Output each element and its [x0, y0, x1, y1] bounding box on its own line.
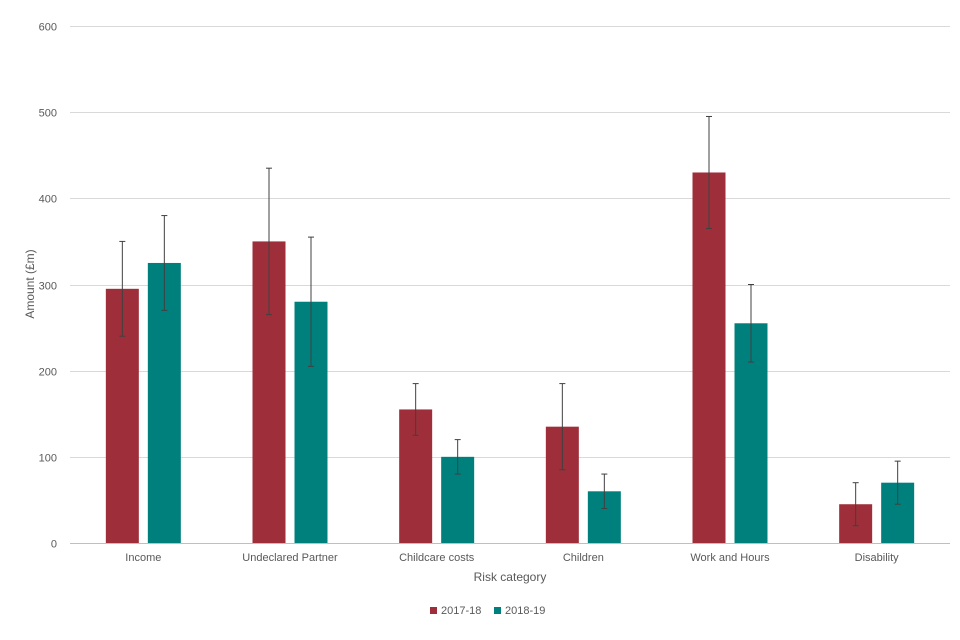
error-bars	[119, 115, 901, 527]
x-tick-label: Childcare costs	[399, 552, 475, 564]
y-axis-ticks: 0 100 200 300 400 500 600	[39, 22, 57, 551]
x-tick-label: Income	[125, 552, 161, 564]
y-tick-label: 200	[39, 367, 57, 379]
y-tick-label: 600	[39, 22, 57, 34]
y-tick-label: 500	[39, 108, 57, 120]
legend-label: 2017-18	[441, 605, 481, 617]
y-tick-label: 300	[39, 281, 57, 293]
legend: 2017-18 2018-19	[430, 605, 545, 617]
x-tick-label: Disability	[855, 552, 900, 564]
x-axis-ticks: Income Undeclared Partner Childcare costs C…	[125, 552, 899, 564]
x-tick-label: Undeclared Partner	[242, 552, 338, 564]
y-tick-label: 100	[39, 453, 57, 465]
y-tick-label: 0	[51, 539, 57, 551]
x-axis-title: Risk category	[474, 570, 547, 584]
bar-2017-18-work-and-hours	[692, 172, 726, 543]
gridlines	[70, 26, 950, 458]
legend-swatch	[430, 607, 437, 614]
bars	[105, 172, 915, 543]
y-tick-label: 400	[39, 194, 57, 206]
legend-label: 2018-19	[505, 605, 545, 617]
y-axis-title: Amount (£m)	[23, 249, 37, 318]
x-tick-label: Children	[563, 552, 604, 564]
x-tick-label: Work and Hours	[690, 552, 770, 564]
legend-swatch	[494, 607, 501, 614]
